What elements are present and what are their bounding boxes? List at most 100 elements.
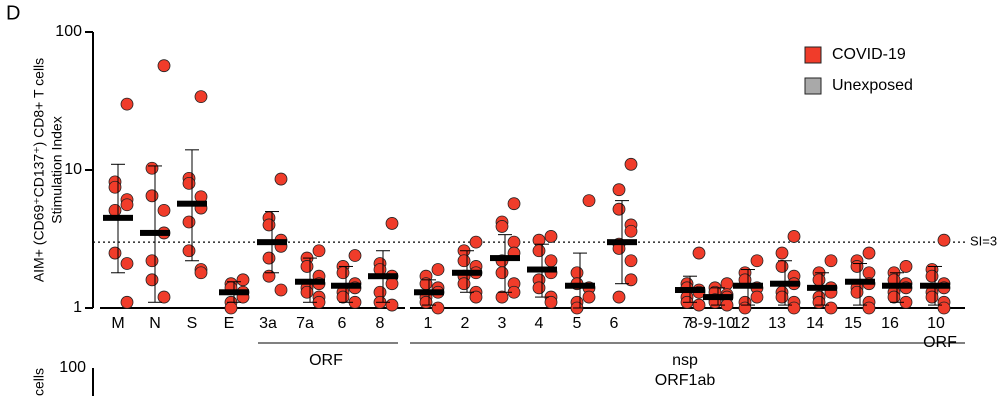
data-point <box>431 301 445 315</box>
x-tick-label: M <box>111 315 124 332</box>
data-point <box>145 189 159 203</box>
data-point <box>899 260 913 273</box>
median-bar <box>331 282 361 289</box>
data-point <box>274 172 288 186</box>
data-point <box>507 235 521 249</box>
median-bar <box>675 287 705 294</box>
data-point <box>385 298 399 312</box>
median-bar <box>368 273 398 280</box>
data-point <box>431 263 445 276</box>
data-point <box>624 224 638 238</box>
x-tick-label: 4 <box>535 315 544 332</box>
data-point <box>570 266 584 280</box>
data-point <box>469 235 483 249</box>
median-bar <box>219 289 249 296</box>
x-tick-label: 6 <box>338 315 347 332</box>
data-point <box>862 266 876 280</box>
data-point <box>775 260 789 273</box>
median-bar <box>845 278 875 285</box>
data-point <box>612 183 626 197</box>
median-bar <box>490 255 520 262</box>
y-axis-label-2: Stimulation Index <box>49 116 65 223</box>
legend-swatch <box>804 77 822 95</box>
legend-label: Unexposed <box>832 77 913 94</box>
data-point <box>108 246 122 260</box>
data-point <box>850 260 864 273</box>
median-bar <box>770 280 800 287</box>
median-bar <box>527 266 557 273</box>
data-point <box>224 301 238 315</box>
second-panel-label: cells <box>31 368 47 396</box>
data-point <box>937 233 951 247</box>
data-point <box>532 244 546 258</box>
x-tick-label: 8 <box>376 315 385 332</box>
data-point <box>750 290 764 304</box>
data-point <box>925 269 939 283</box>
data-point <box>182 244 196 258</box>
median-bar <box>452 269 482 276</box>
data-point <box>812 273 826 287</box>
x-tick-label: E <box>224 315 235 332</box>
data-point <box>692 246 706 260</box>
data-point <box>812 295 826 309</box>
data-point <box>457 254 471 268</box>
x-tick-label: 1 <box>424 315 433 332</box>
median-bar <box>295 278 325 285</box>
data-point <box>300 260 314 273</box>
x-tick-label: 2 <box>461 315 470 332</box>
data-point <box>692 298 706 312</box>
data-point <box>182 215 196 229</box>
data-point <box>787 230 801 243</box>
data-point <box>300 285 314 299</box>
x-tick-label: 3 <box>498 315 507 332</box>
data-point <box>145 254 159 268</box>
data-point <box>108 180 122 194</box>
x-tick-label: 7a <box>296 315 314 332</box>
x-tick-label: 7 <box>683 315 692 332</box>
median-bar <box>103 214 133 221</box>
x-tick-label: N <box>149 315 161 332</box>
x-tick-label: S <box>187 315 198 332</box>
x-tick-label: 12 <box>732 315 750 332</box>
data-point <box>157 203 171 217</box>
data-point <box>624 157 638 171</box>
median-bar <box>257 239 287 246</box>
x-tick-label: 5 <box>573 315 582 332</box>
data-point <box>157 290 171 304</box>
group-label: nsp <box>672 352 698 369</box>
data-point <box>262 269 276 283</box>
x-tick-label: 15 <box>844 315 862 332</box>
median-bar <box>920 282 950 289</box>
data-point <box>385 217 399 230</box>
data-point <box>120 198 134 212</box>
median-bar <box>882 282 912 289</box>
data-point <box>108 203 122 217</box>
data-point <box>582 290 596 304</box>
data-point <box>194 90 208 104</box>
x-tick-label: 6 <box>610 315 619 332</box>
data-point <box>157 59 171 73</box>
data-point <box>624 273 638 287</box>
data-point <box>274 283 288 297</box>
x-tick-label: 10 <box>927 315 945 332</box>
data-point <box>544 295 558 309</box>
data-point <box>862 246 876 260</box>
data-point <box>925 290 939 304</box>
data-point <box>824 301 838 315</box>
legend-swatch <box>804 46 822 64</box>
data-point <box>145 161 159 175</box>
data-point <box>624 254 638 268</box>
data-point <box>495 220 509 233</box>
data-point <box>312 244 326 258</box>
median-bar <box>140 229 170 236</box>
data-point <box>775 246 789 260</box>
data-point <box>850 285 864 299</box>
data-point <box>775 290 789 304</box>
legend-label: COVID-19 <box>832 46 906 63</box>
data-point <box>336 266 350 280</box>
data-point <box>582 194 596 208</box>
data-point <box>738 301 752 315</box>
median-bar <box>703 294 733 301</box>
data-point <box>262 251 276 265</box>
y-tick-label: 10 <box>64 161 82 178</box>
